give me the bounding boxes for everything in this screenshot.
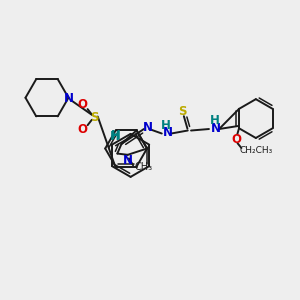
Text: N: N <box>211 122 220 135</box>
Text: H: H <box>110 130 120 143</box>
Text: N: N <box>64 92 74 105</box>
Text: S: S <box>178 105 187 118</box>
Text: N: N <box>163 126 173 140</box>
Text: H: H <box>161 118 171 132</box>
Text: O: O <box>231 133 241 146</box>
Text: S: S <box>91 111 99 124</box>
Text: N: N <box>142 121 152 134</box>
Text: H: H <box>209 114 219 127</box>
Text: CH₂CH₃: CH₂CH₃ <box>240 146 273 155</box>
Text: CH₃: CH₃ <box>134 162 152 172</box>
Text: O: O <box>77 98 87 111</box>
Text: O: O <box>77 123 87 136</box>
Text: H: H <box>111 129 121 142</box>
Text: N: N <box>123 154 133 167</box>
